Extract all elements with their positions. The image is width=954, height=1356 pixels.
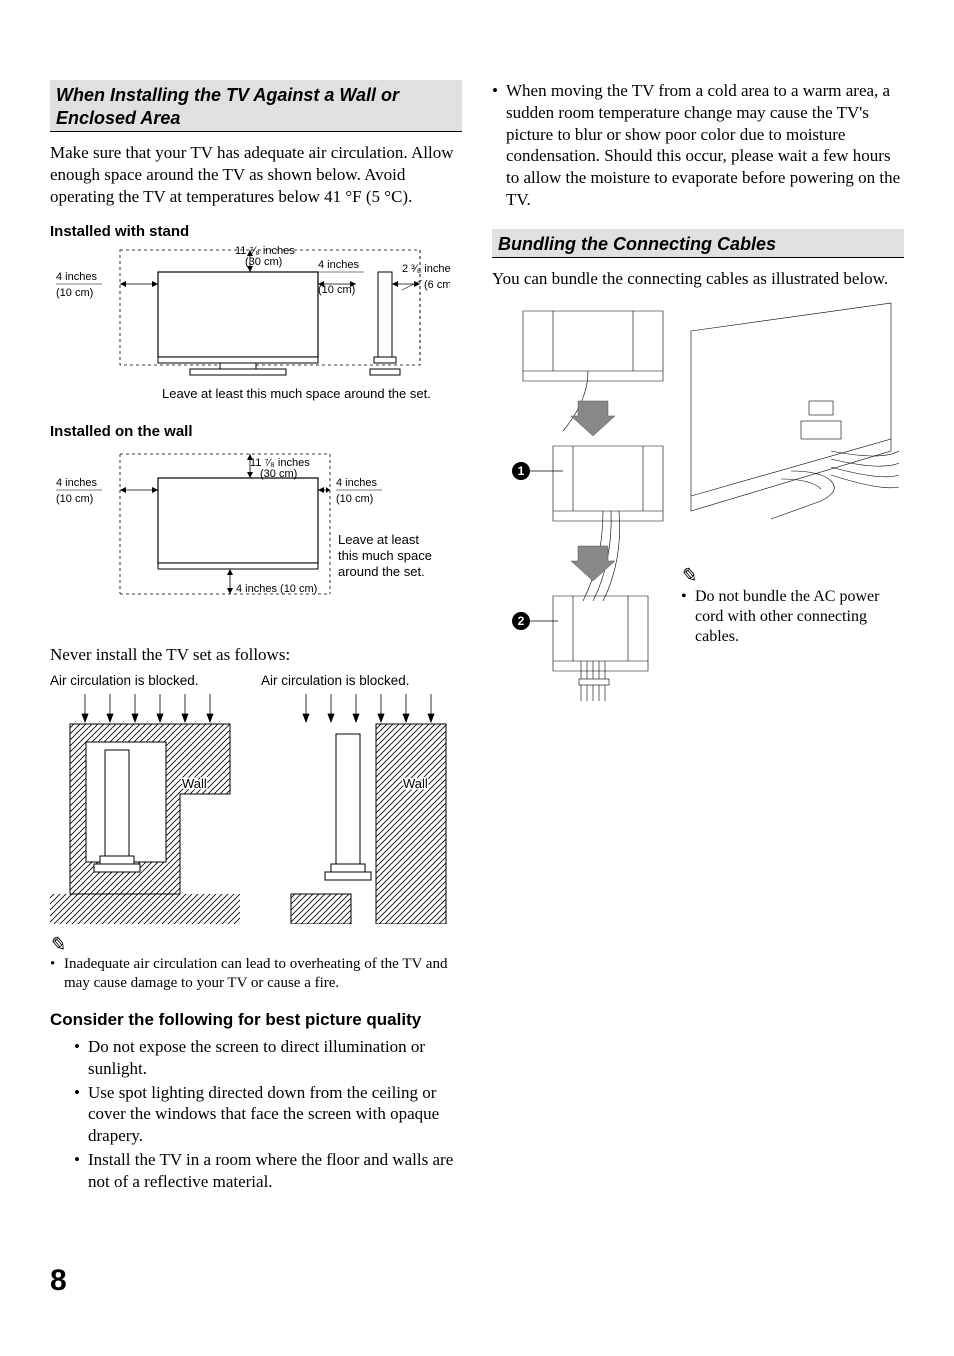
svg-text:(30 cm): (30 cm) (245, 256, 282, 268)
blocked-caption-a: Air circulation is blocked. (50, 673, 251, 688)
blocked-svg-b: Wall (261, 694, 451, 924)
consider-b2: Use spot lighting directed down from the… (88, 1082, 462, 1147)
svg-text:(10 cm): (10 cm) (336, 493, 373, 505)
note-icon: ✎ (679, 566, 699, 586)
section-heading-install: When Installing the TV Against a Wall or… (50, 80, 462, 132)
right-column: • When moving the TV from a cold area to… (492, 80, 904, 1194)
consider-b1: Do not expose the screen to direct illum… (88, 1036, 462, 1080)
stand-diagram: 11 ⁷⁄₈ inches (30 cm) 4 inches (10 cm) 4… (50, 244, 462, 409)
cable-large-svg (681, 301, 901, 561)
consider-list: •Do not expose the screen to direct illu… (50, 1036, 462, 1194)
svg-text:around the set.: around the set. (338, 564, 425, 579)
svg-text:this much space: this much space (338, 548, 432, 563)
blocked-svg-a: Wall (50, 694, 240, 924)
svg-text:(6 cm): (6 cm) (424, 279, 450, 291)
cable-illustration: 1 2 (492, 300, 904, 702)
svg-text:4 inches: 4 inches (318, 259, 359, 271)
page-number: 8 (50, 1264, 904, 1298)
svg-text:1: 1 (518, 464, 525, 478)
svg-text:4 inches: 4 inches (336, 477, 377, 489)
overheat-note-text: Inadequate air circulation can lead to o… (64, 955, 462, 993)
blocked-diagrams: Air circulation is blocked. (50, 673, 462, 929)
svg-text:Wall: Wall (403, 776, 428, 791)
svg-text:4 inches (10 cm): 4 inches (10 cm) (236, 583, 317, 595)
consider-title: Consider the following for best picture … (50, 1009, 462, 1030)
wall-diagram: 11 ⁷⁄₈ inches (30 cm) 4 inches (10 cm) 4… (50, 444, 462, 629)
cable-note: • Do not bundle the AC power cord with o… (681, 587, 903, 647)
svg-text:(30 cm): (30 cm) (260, 468, 297, 480)
move-note-list: • When moving the TV from a cold area to… (492, 80, 904, 213)
svg-text:2: 2 (518, 614, 525, 628)
left-column: When Installing the TV Against a Wall or… (50, 80, 462, 1194)
stand-title: Installed with stand (50, 223, 462, 240)
blocked-caption-b: Air circulation is blocked. (261, 673, 462, 688)
svg-text:(10 cm): (10 cm) (56, 287, 93, 299)
svg-text:4 inches: 4 inches (56, 271, 97, 283)
consider-b3: Install the TV in a room where the floor… (88, 1149, 462, 1193)
note-icon: ✎ (48, 935, 464, 955)
never-install: Never install the TV set as follows: (50, 645, 462, 665)
svg-text:(10 cm): (10 cm) (318, 284, 355, 296)
svg-text:Wall: Wall (182, 776, 207, 791)
svg-text:2 ³⁄₈ inches: 2 ³⁄₈ inches (402, 263, 450, 275)
bundle-intro: You can bundle the connecting cables as … (492, 268, 904, 290)
wall-title: Installed on the wall (50, 423, 462, 440)
svg-text:Leave at least this much space: Leave at least this much space around th… (162, 386, 431, 401)
cable-note-text: Do not bundle the AC power cord with oth… (695, 587, 903, 647)
svg-text:Leave at least: Leave at least (338, 532, 419, 547)
install-intro: Make sure that your TV has adequate air … (50, 142, 462, 207)
move-note: When moving the TV from a cold area to a… (506, 80, 904, 211)
section-heading-bundle: Bundling the Connecting Cables (492, 229, 904, 259)
svg-text:4 inches: 4 inches (56, 477, 97, 489)
overheat-note: • Inadequate air circulation can lead to… (50, 955, 462, 995)
cable-steps-svg: 1 2 (493, 301, 673, 701)
svg-text:(10 cm): (10 cm) (56, 493, 93, 505)
